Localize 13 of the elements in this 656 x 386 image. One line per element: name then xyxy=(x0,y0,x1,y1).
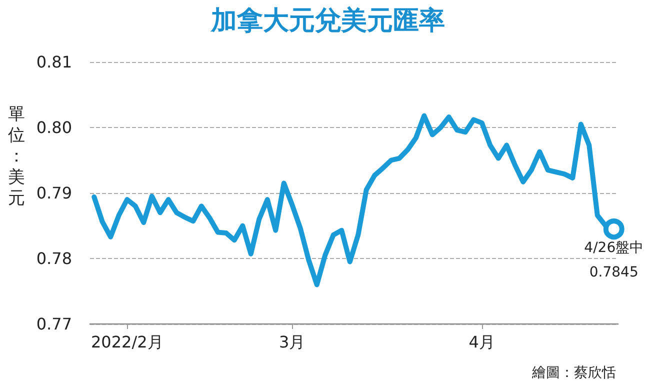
annotation: 4/26盤中 xyxy=(584,240,644,256)
x-tick-label: 3月 xyxy=(279,332,306,352)
y-tick-label: 0.79 xyxy=(36,184,72,202)
chart-title: 加拿大元兌美元匯率 xyxy=(210,6,445,36)
y-tick-label: 0.78 xyxy=(36,249,72,268)
x-tick-label: 2022/2月 xyxy=(90,332,164,352)
y-tick-label: 0.77 xyxy=(36,314,72,334)
data-label: 0.7845 xyxy=(589,264,638,281)
y-axis-title: 單位：美元 xyxy=(8,104,25,208)
y-tick-label: 0.80 xyxy=(36,118,72,137)
y-tick-label: 0.81 xyxy=(36,52,72,72)
text: 繪圖：蔡欣恬 xyxy=(531,365,616,381)
x-tick-label: 4月 xyxy=(468,332,495,352)
